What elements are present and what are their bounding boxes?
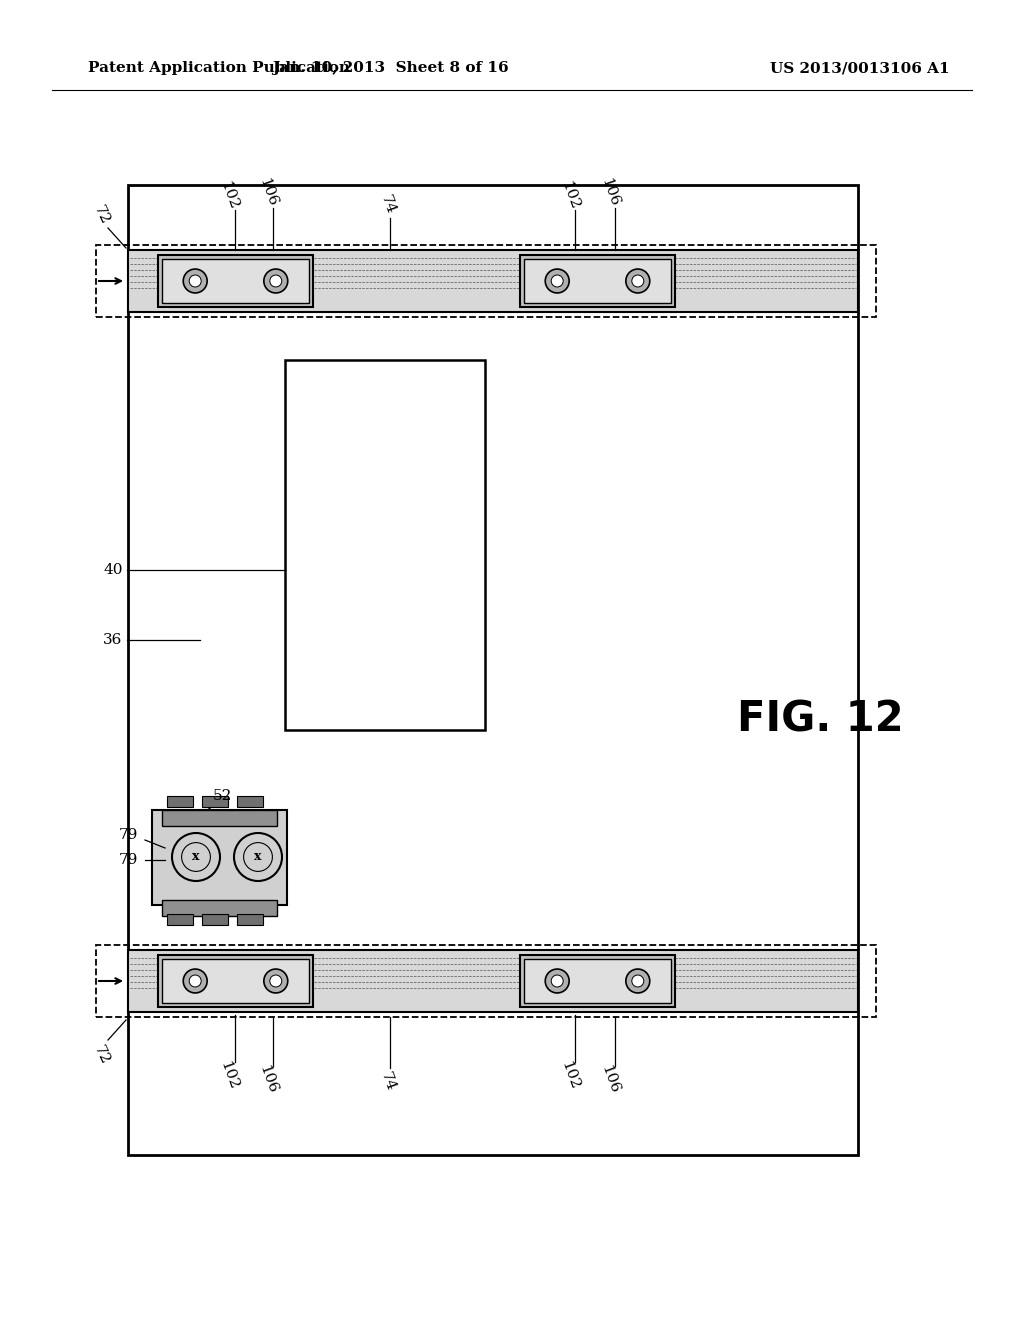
Text: 102: 102 [217,1059,241,1092]
Text: FIG. 12: FIG. 12 [736,700,903,741]
Bar [162,810,278,826]
Circle shape [264,269,288,293]
Bar [167,796,193,807]
Text: x: x [254,850,262,863]
Text: 79: 79 [119,828,137,842]
Circle shape [545,969,569,993]
Text: 102: 102 [217,180,241,211]
Bar [162,259,309,304]
Text: x: x [193,850,200,863]
Circle shape [551,975,563,987]
Circle shape [632,275,644,286]
Bar [158,954,313,1007]
Circle shape [269,975,282,987]
Text: 106: 106 [256,176,280,209]
Circle shape [626,269,650,293]
Circle shape [626,969,650,993]
Bar [202,913,228,925]
Text: 106: 106 [598,176,622,209]
Text: 106: 106 [256,1063,280,1096]
Bar [520,954,675,1007]
Text: 72: 72 [90,1043,112,1067]
Text: 102: 102 [558,180,582,211]
Text: 74: 74 [378,194,398,216]
Bar [128,249,858,312]
Bar [202,796,228,807]
Circle shape [632,975,644,987]
Circle shape [244,842,272,871]
Text: 106: 106 [598,1063,622,1096]
Text: 102: 102 [558,1059,582,1092]
Circle shape [234,833,282,880]
Bar [524,259,671,304]
Text: 79: 79 [119,853,137,867]
Bar [285,360,485,730]
Circle shape [264,969,288,993]
Bar [128,950,858,1012]
Bar [128,185,858,1155]
Bar [237,913,263,925]
Text: Patent Application Publication: Patent Application Publication [88,61,350,75]
Circle shape [189,975,201,987]
Circle shape [183,269,207,293]
Circle shape [551,275,563,286]
Text: 36: 36 [103,634,123,647]
Text: Jan. 10, 2013  Sheet 8 of 16: Jan. 10, 2013 Sheet 8 of 16 [271,61,508,75]
Bar [167,913,193,925]
Bar [158,255,313,308]
Circle shape [172,833,220,880]
Text: 52: 52 [212,789,231,803]
Circle shape [181,842,210,871]
Circle shape [183,969,207,993]
Circle shape [269,275,282,286]
Bar [162,960,309,1003]
Text: 74: 74 [378,1071,398,1093]
Bar [162,900,278,916]
Bar [152,810,287,906]
Bar [524,960,671,1003]
Circle shape [545,269,569,293]
Text: US 2013/0013106 A1: US 2013/0013106 A1 [770,61,950,75]
Circle shape [189,275,201,286]
Bar [96,945,876,1016]
Bar [237,796,263,807]
Text: 72: 72 [90,203,112,227]
Bar [520,255,675,308]
Text: 40: 40 [103,564,123,577]
Bar [96,246,876,317]
